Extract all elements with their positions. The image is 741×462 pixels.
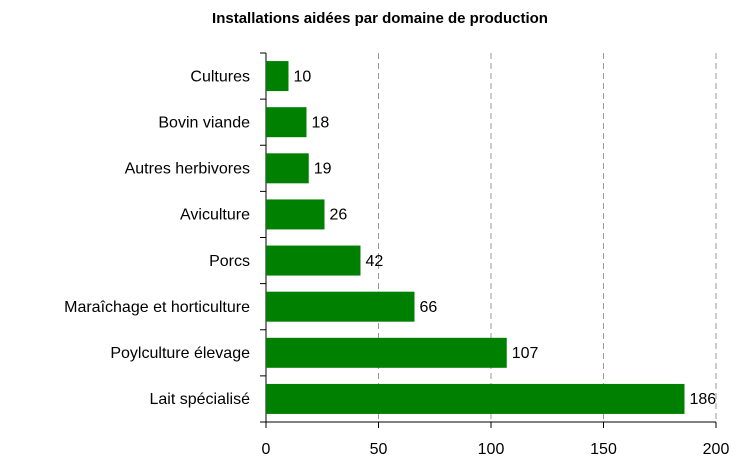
value-label: 186	[690, 391, 717, 408]
value-label: 26	[330, 207, 348, 224]
bar	[266, 107, 307, 138]
y-tick-label: Porcs	[209, 253, 250, 270]
bar	[266, 199, 325, 230]
x-tick-label: 200	[703, 441, 730, 458]
bar	[266, 291, 415, 322]
bar	[266, 337, 507, 368]
x-tick-label: 100	[478, 441, 505, 458]
y-tick-label: Autres herbivores	[125, 161, 250, 178]
y-tick-label: Maraîchage et horticulture	[64, 299, 250, 316]
value-label: 10	[294, 68, 312, 85]
y-tick-label: Bovin viande	[158, 114, 250, 131]
y-tick-label: Poylculture élevage	[110, 345, 250, 362]
x-tick-label: 50	[370, 441, 388, 458]
value-label: 18	[312, 114, 330, 131]
bar	[266, 245, 361, 276]
bar	[266, 153, 309, 184]
value-label: 107	[512, 345, 539, 362]
y-tick-label: Aviculture	[180, 207, 250, 224]
chart-title: Installations aidées par domaine de prod…	[212, 10, 548, 27]
x-tick-label: 0	[262, 441, 271, 458]
value-label: 42	[366, 253, 384, 270]
y-tick-label: Cultures	[190, 68, 250, 85]
bar	[266, 383, 685, 414]
value-label: 19	[314, 161, 332, 178]
value-label: 66	[420, 299, 438, 316]
bar	[266, 61, 289, 92]
x-tick-label: 150	[590, 441, 617, 458]
y-tick-label: Lait spécialisé	[150, 391, 251, 408]
